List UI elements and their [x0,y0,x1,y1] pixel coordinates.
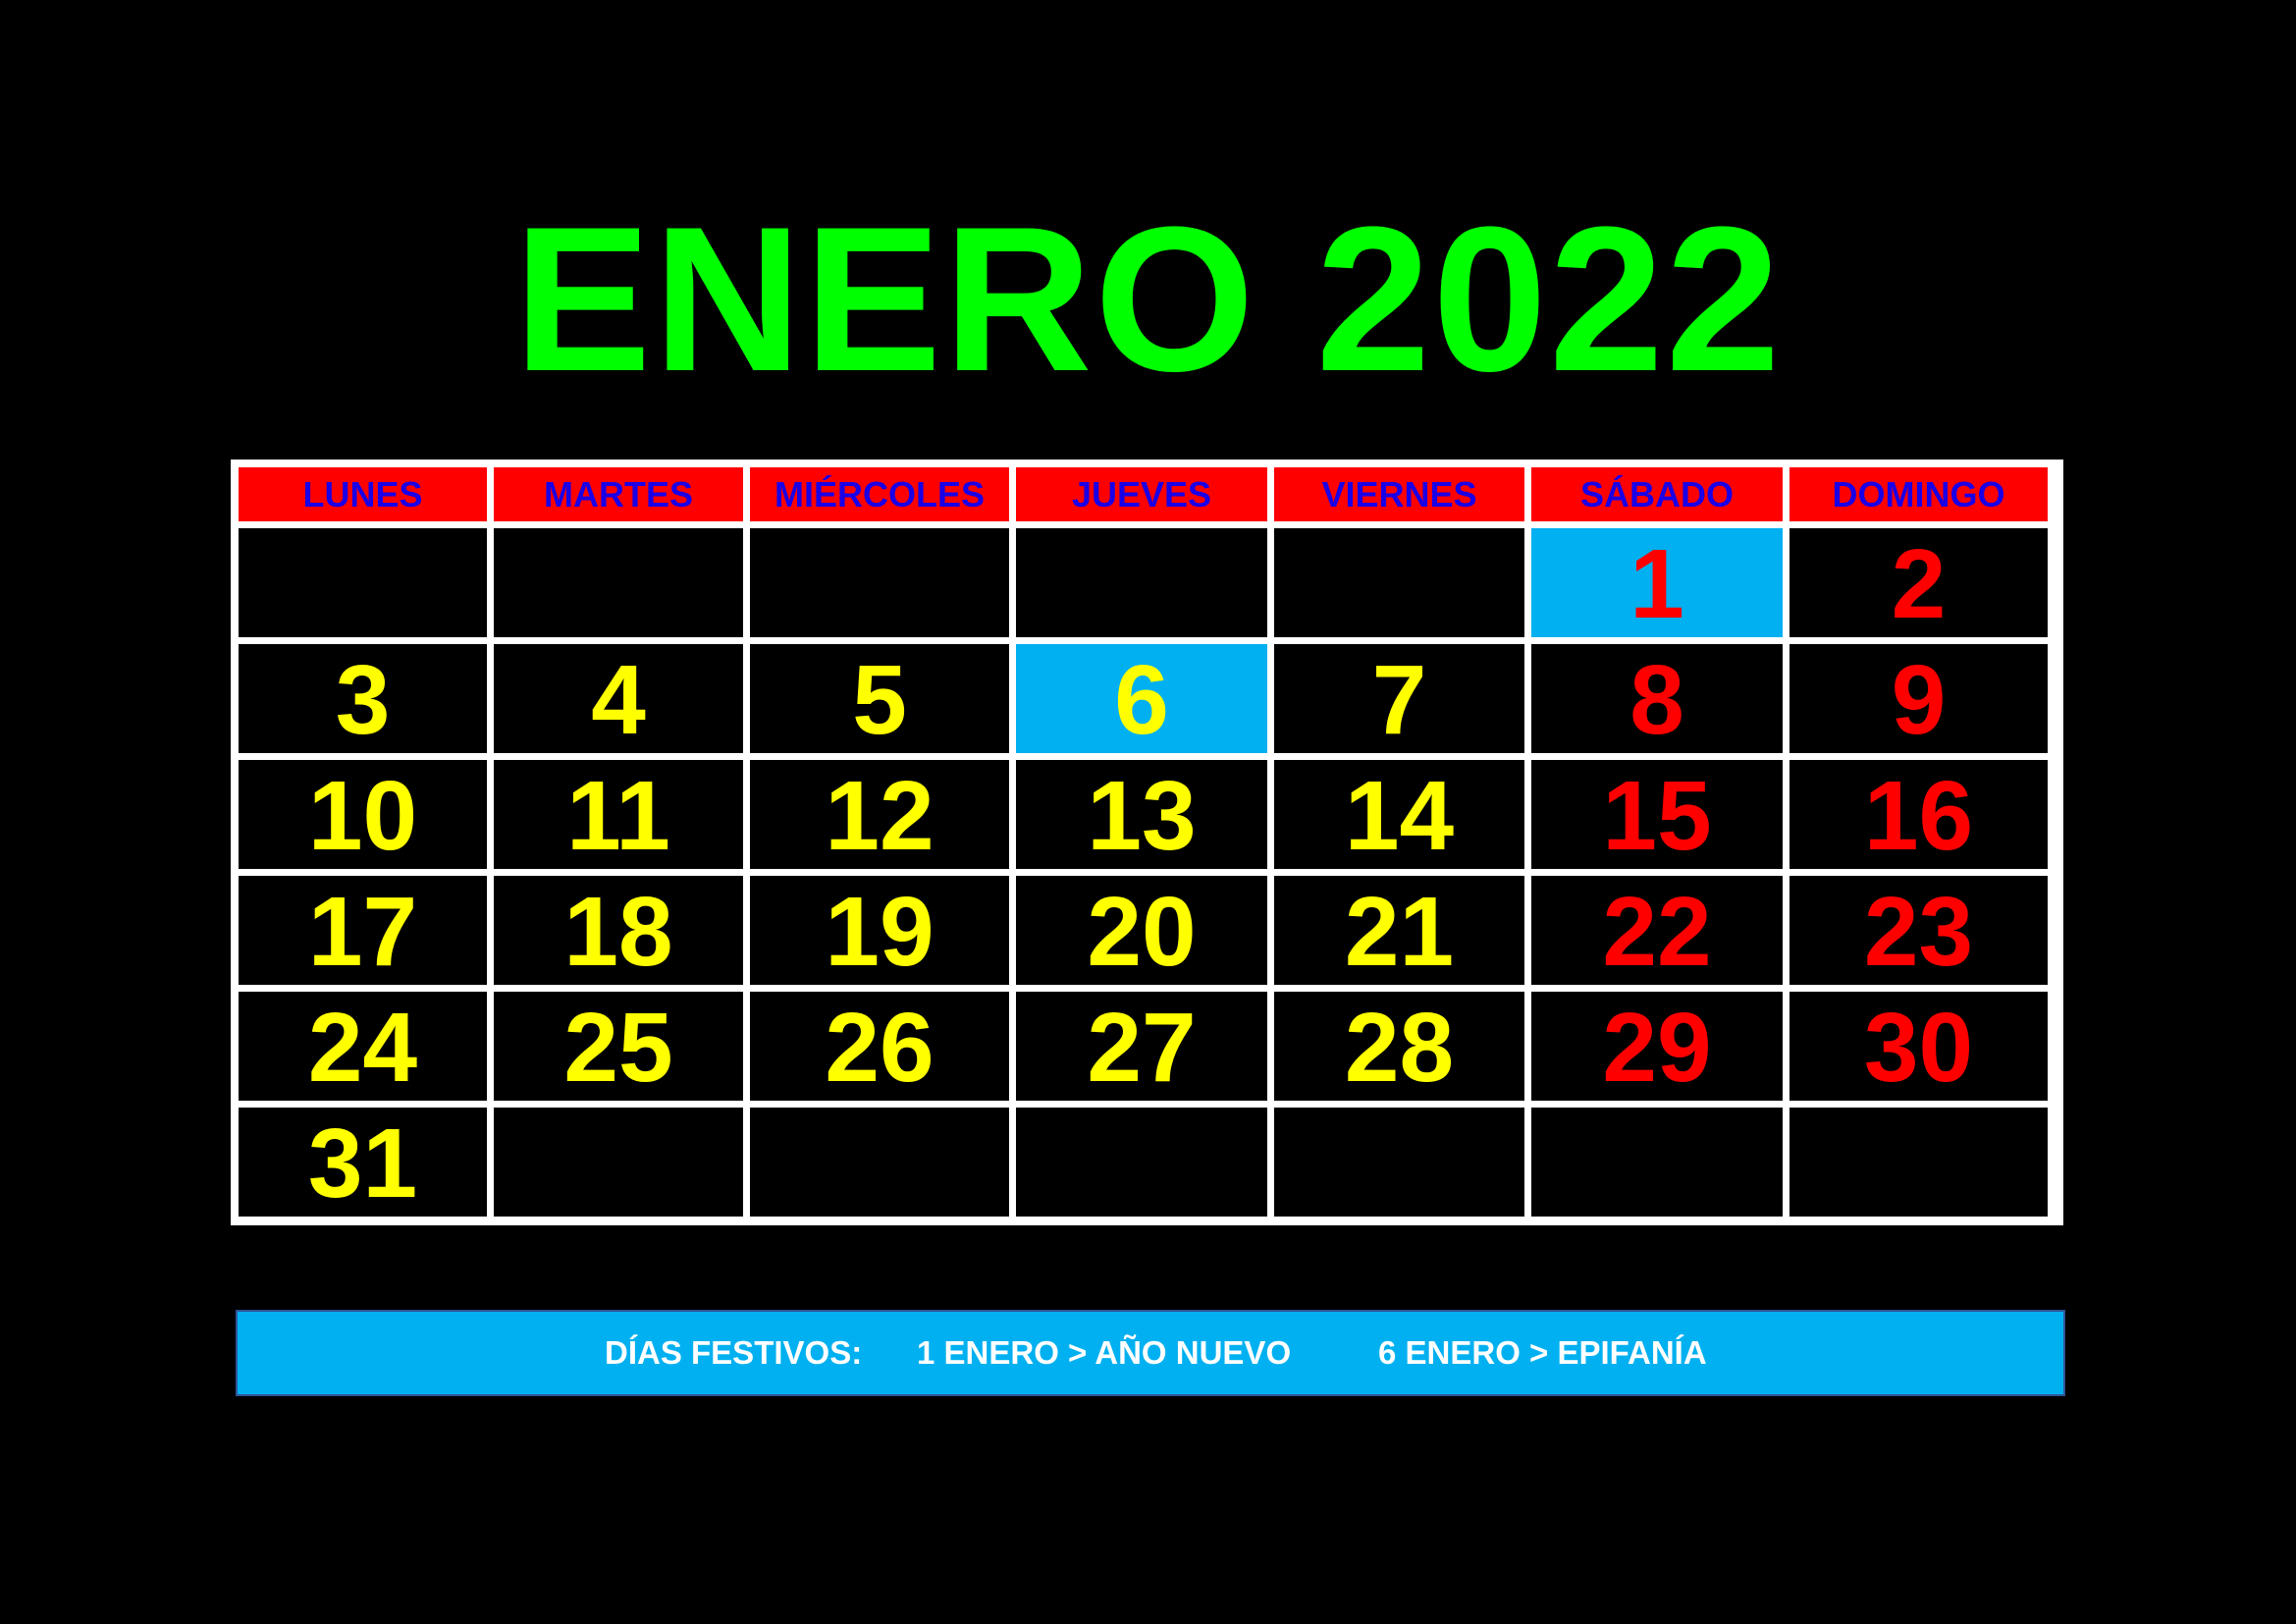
day-cell: 13 [1016,760,1267,869]
day-cell: 5 [750,644,1009,753]
weekday-header: MIÉRCOLES [750,467,1009,521]
weekday-header: DOMINGO [1789,467,2048,521]
day-cell: 22 [1531,876,1783,985]
weekday-header: MARTES [494,467,743,521]
day-cell: 18 [494,876,743,985]
day-cell: 3 [239,644,487,753]
day-cell: 16 [1789,760,2048,869]
weekday-header: LUNES [239,467,487,521]
calendar-table: LUNES MARTES MIÉRCOLES JUEVES VIERNES SÁBADO D… [231,460,2063,1225]
day-cell: 2 [1789,528,2048,637]
day-cell: 29 [1531,992,1783,1101]
day-cell: 12 [750,760,1009,869]
day-cell: 31 [239,1108,487,1217]
day-cell: 24 [239,992,487,1101]
weekday-header: SÁBADO [1531,467,1783,521]
day-cell: 4 [494,644,743,753]
day-cell: 7 [1274,644,1524,753]
day-cell: 23 [1789,876,2048,985]
day-cell: 19 [750,876,1009,985]
day-cell: 11 [494,760,743,869]
day-cell: 9 [1789,644,2048,753]
day-cell: 1 [1531,528,1783,637]
day-cell: 10 [239,760,487,869]
holiday-item-new-year: 1 ENERO > AÑO NUEVO [917,1334,1292,1371]
empty-day-cell [1274,528,1524,637]
calendar-title: ENERO 2022 [513,184,1783,414]
day-cell: 25 [494,992,743,1101]
day-cell: 17 [239,876,487,985]
empty-day-cell [1531,1108,1783,1217]
empty-day-cell [750,1108,1009,1217]
day-cell: 30 [1789,992,2048,1101]
day-cell: 28 [1274,992,1524,1101]
empty-day-cell [1274,1108,1524,1217]
day-cell: 14 [1274,760,1524,869]
day-cell: 20 [1016,876,1267,985]
holidays-bar: DÍAS FESTIVOS: 1 ENERO > AÑO NUEVO 6 ENE… [236,1310,2065,1396]
empty-day-cell [750,528,1009,637]
empty-day-cell [494,528,743,637]
empty-day-cell [1016,528,1267,637]
empty-day-cell [239,528,487,637]
day-cell: 6 [1016,644,1267,753]
weekday-header: VIERNES [1274,467,1524,521]
day-cell: 15 [1531,760,1783,869]
day-cell: 21 [1274,876,1524,985]
empty-day-cell [1016,1108,1267,1217]
calendar-grid: LUNES MARTES MIÉRCOLES JUEVES VIERNES SÁBADO D… [239,467,2056,1218]
empty-day-cell [1789,1108,2048,1217]
day-cell: 26 [750,992,1009,1101]
weekday-header: JUEVES [1016,467,1267,521]
holiday-item-epiphany: 6 ENERO > EPIFANÍA [1378,1334,1707,1371]
day-cell: 27 [1016,992,1267,1101]
empty-day-cell [494,1108,743,1217]
day-cell: 8 [1531,644,1783,753]
holidays-label: DÍAS FESTIVOS: [605,1334,863,1371]
